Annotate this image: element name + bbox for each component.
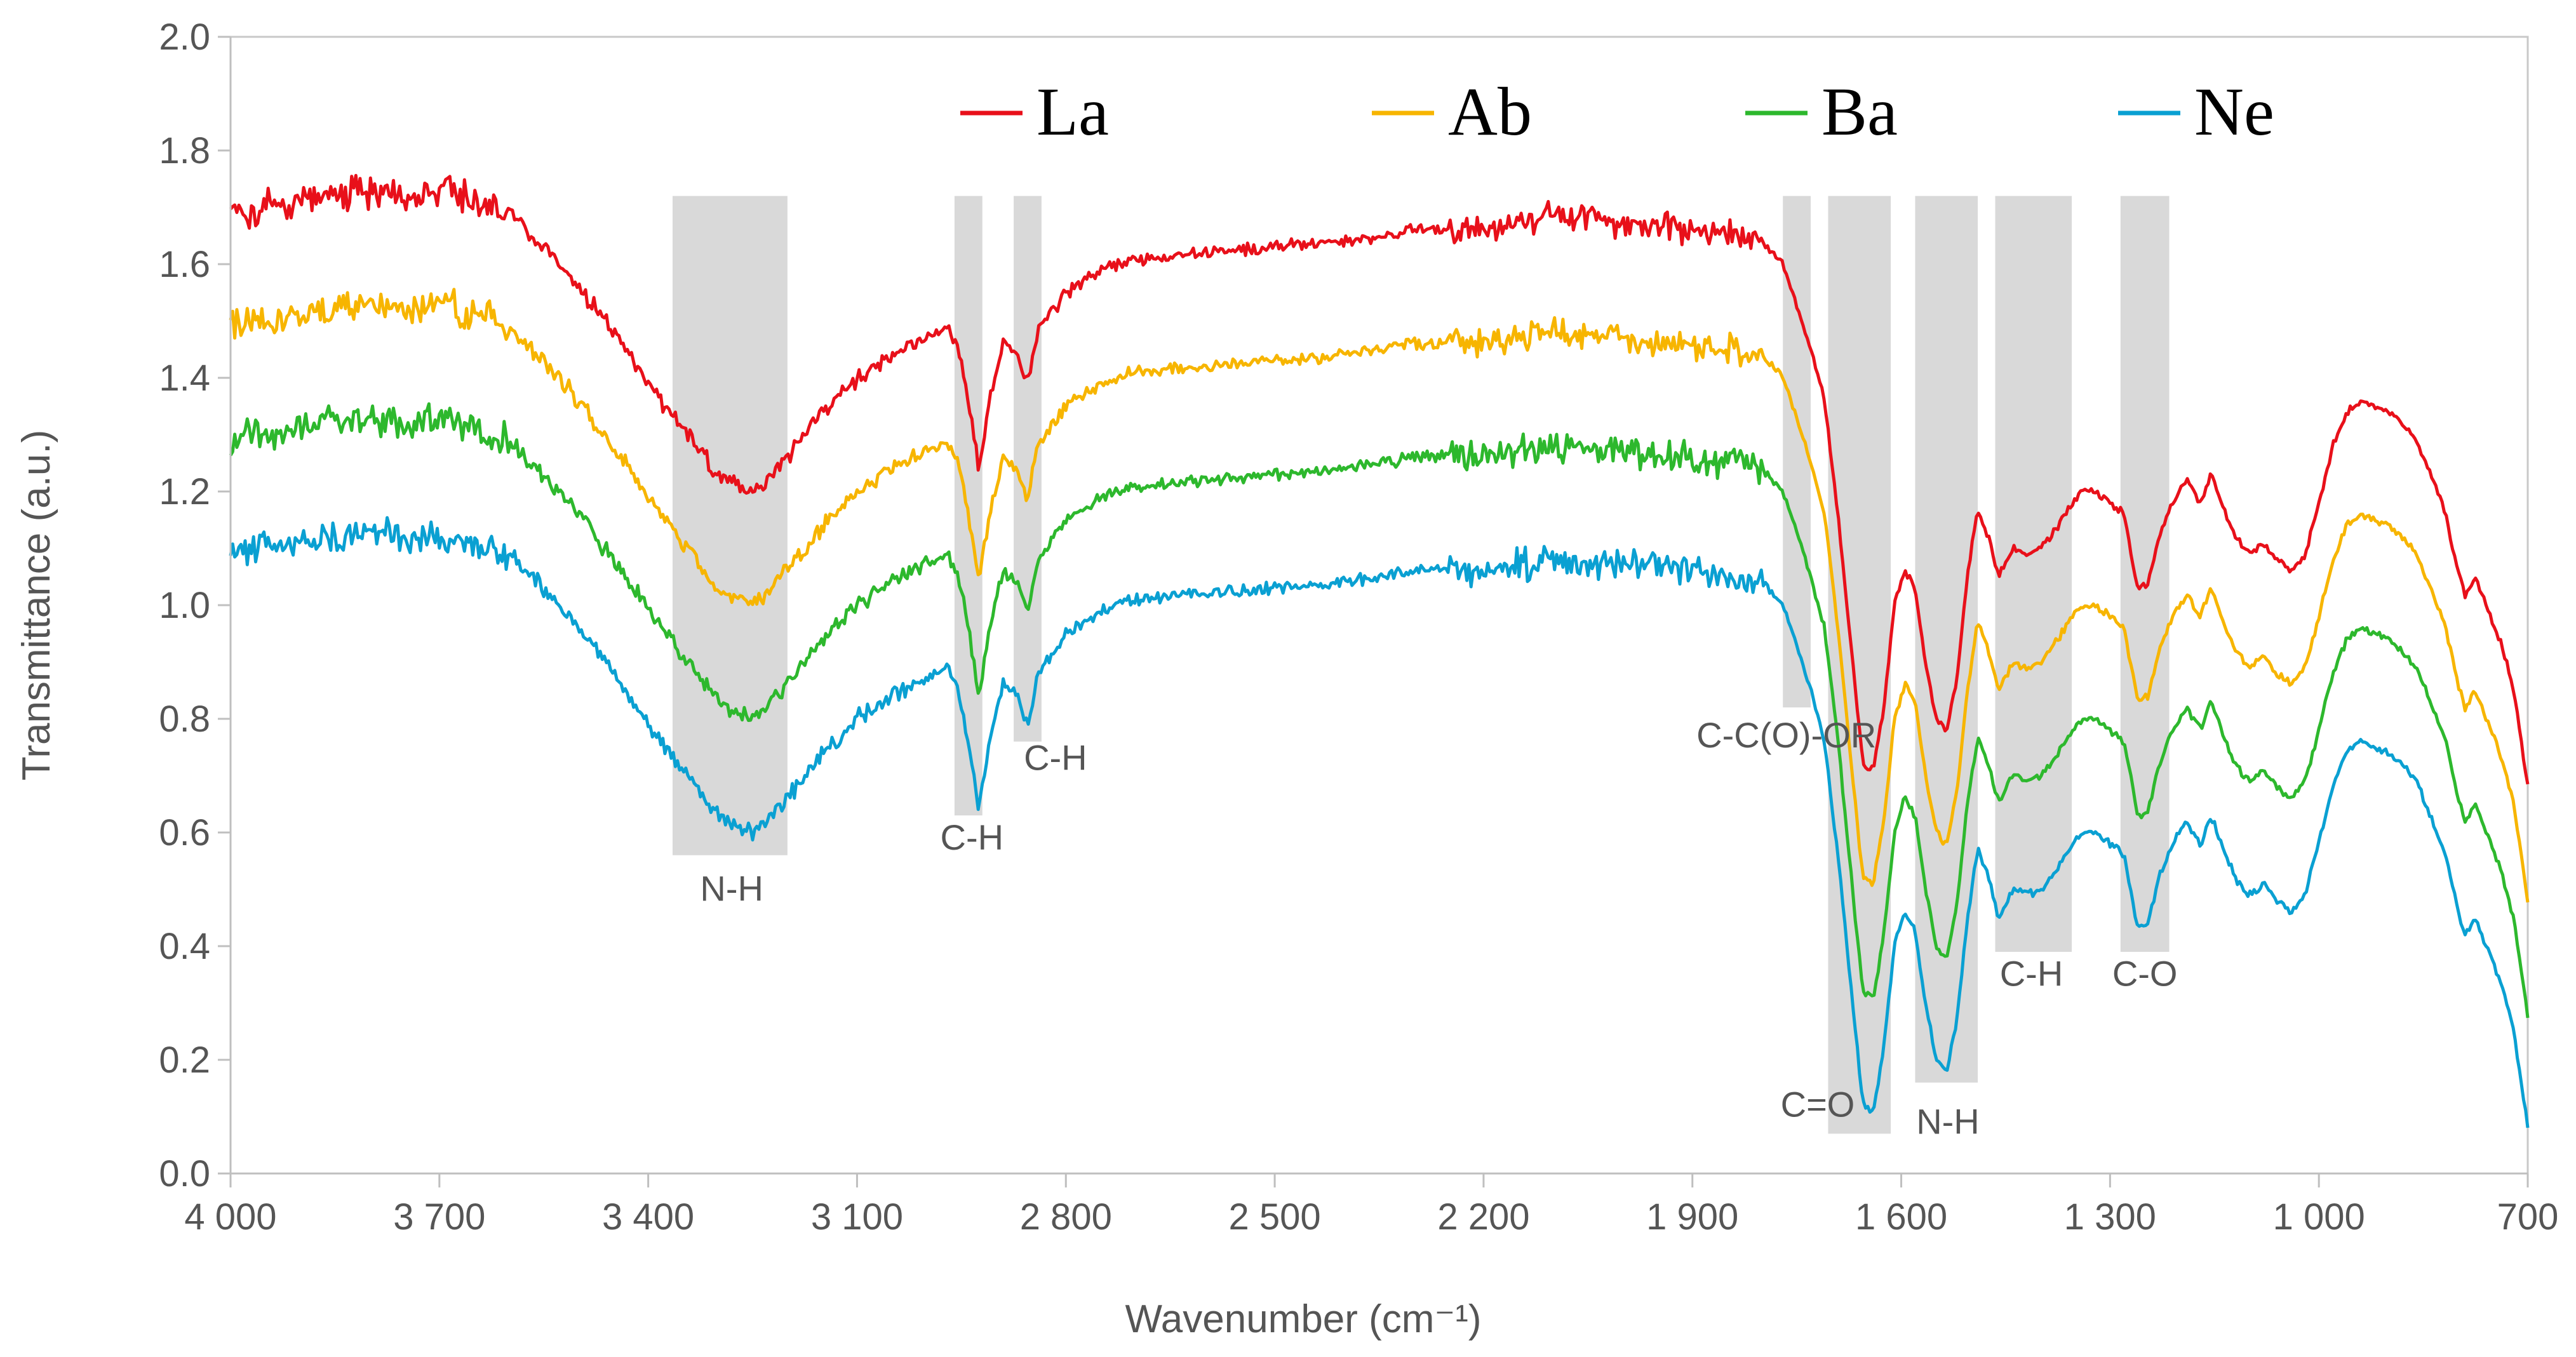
band-label-5: N-H <box>1916 1101 1980 1141</box>
y-tick-label-2: 0.4 <box>159 926 210 967</box>
y-tick-label-1: 0.2 <box>159 1039 210 1081</box>
x-tick-label-2: 3 400 <box>602 1196 694 1238</box>
band-label-6: C-H <box>2000 954 2063 994</box>
band-label-1: C-H <box>941 817 1004 857</box>
y-tick-label-9: 1.8 <box>159 130 210 171</box>
x-axis-title: Wavenumber (cm⁻¹) <box>1125 1297 1482 1341</box>
band-highlight-7 <box>2120 196 2170 952</box>
band-highlight-5 <box>1915 196 1978 1083</box>
y-tick-label-7: 1.4 <box>159 358 210 399</box>
y-tick-label-8: 1.6 <box>159 244 210 285</box>
legend-label-ab: Ab <box>1448 74 1532 150</box>
x-tick-label-8: 1 600 <box>1855 1196 1947 1238</box>
series-line-ne <box>229 516 2530 1128</box>
legend: La Ab Ba Ne <box>960 74 2274 150</box>
x-tick-label-6: 2 200 <box>1437 1196 1529 1238</box>
band-label-0: N-H <box>700 868 763 908</box>
legend-label-ne: Ne <box>2194 74 2274 150</box>
x-tick-label-9: 1 300 <box>2064 1196 2156 1238</box>
y-tick-label-6: 1.2 <box>159 471 210 512</box>
x-tick-label-3: 3 100 <box>811 1196 903 1238</box>
band-highlight-2 <box>1014 196 1042 742</box>
series-line-ab <box>229 288 2530 903</box>
y-tick-label-10: 2.0 <box>159 17 210 58</box>
band-label-3: C-C(O)-OR <box>1696 715 1876 755</box>
axes: 0.0 0.2 0.4 0.6 0.8 1.0 1.2 1.4 1.6 1.8 2.0 4 000 3 … <box>159 17 2558 1238</box>
legend-label-la: La <box>1036 74 1109 150</box>
series-line-la <box>229 173 2530 785</box>
band-label-2: C-H <box>1024 738 1087 778</box>
legend-label-ba: Ba <box>1821 74 1898 150</box>
x-tick-label-11: 700 <box>2497 1196 2559 1238</box>
x-tick-label-0: 4 000 <box>184 1196 276 1238</box>
x-tick-label-1: 3 700 <box>393 1196 485 1238</box>
y-axis-title: Transmittance (a.u.) <box>15 430 58 780</box>
y-tick-label-4: 0.8 <box>159 699 210 740</box>
band-label-4: C=O <box>1781 1085 1855 1125</box>
x-tick-label-10: 1 000 <box>2273 1196 2365 1238</box>
x-tick-label-4: 2 800 <box>1020 1196 1112 1238</box>
band-labels: N-H C-H C-H C-C(O)-OR C=O N-H C-H C-O <box>700 715 2177 1142</box>
x-tick-label-5: 2 500 <box>1229 1196 1321 1238</box>
band-label-7: C-O <box>2112 954 2178 994</box>
band-highlight-4 <box>1828 196 1891 1134</box>
y-tick-label-3: 0.6 <box>159 812 210 853</box>
spectra-series <box>229 173 2530 1128</box>
band-highlight-6 <box>1995 196 2072 952</box>
x-tick-label-7: 1 900 <box>1646 1196 1738 1238</box>
y-tick-label-0: 0.0 <box>159 1153 210 1194</box>
y-tick-label-5: 1.0 <box>159 585 210 626</box>
series-line-ba <box>229 402 2530 1019</box>
band-highlight-0 <box>672 196 788 855</box>
